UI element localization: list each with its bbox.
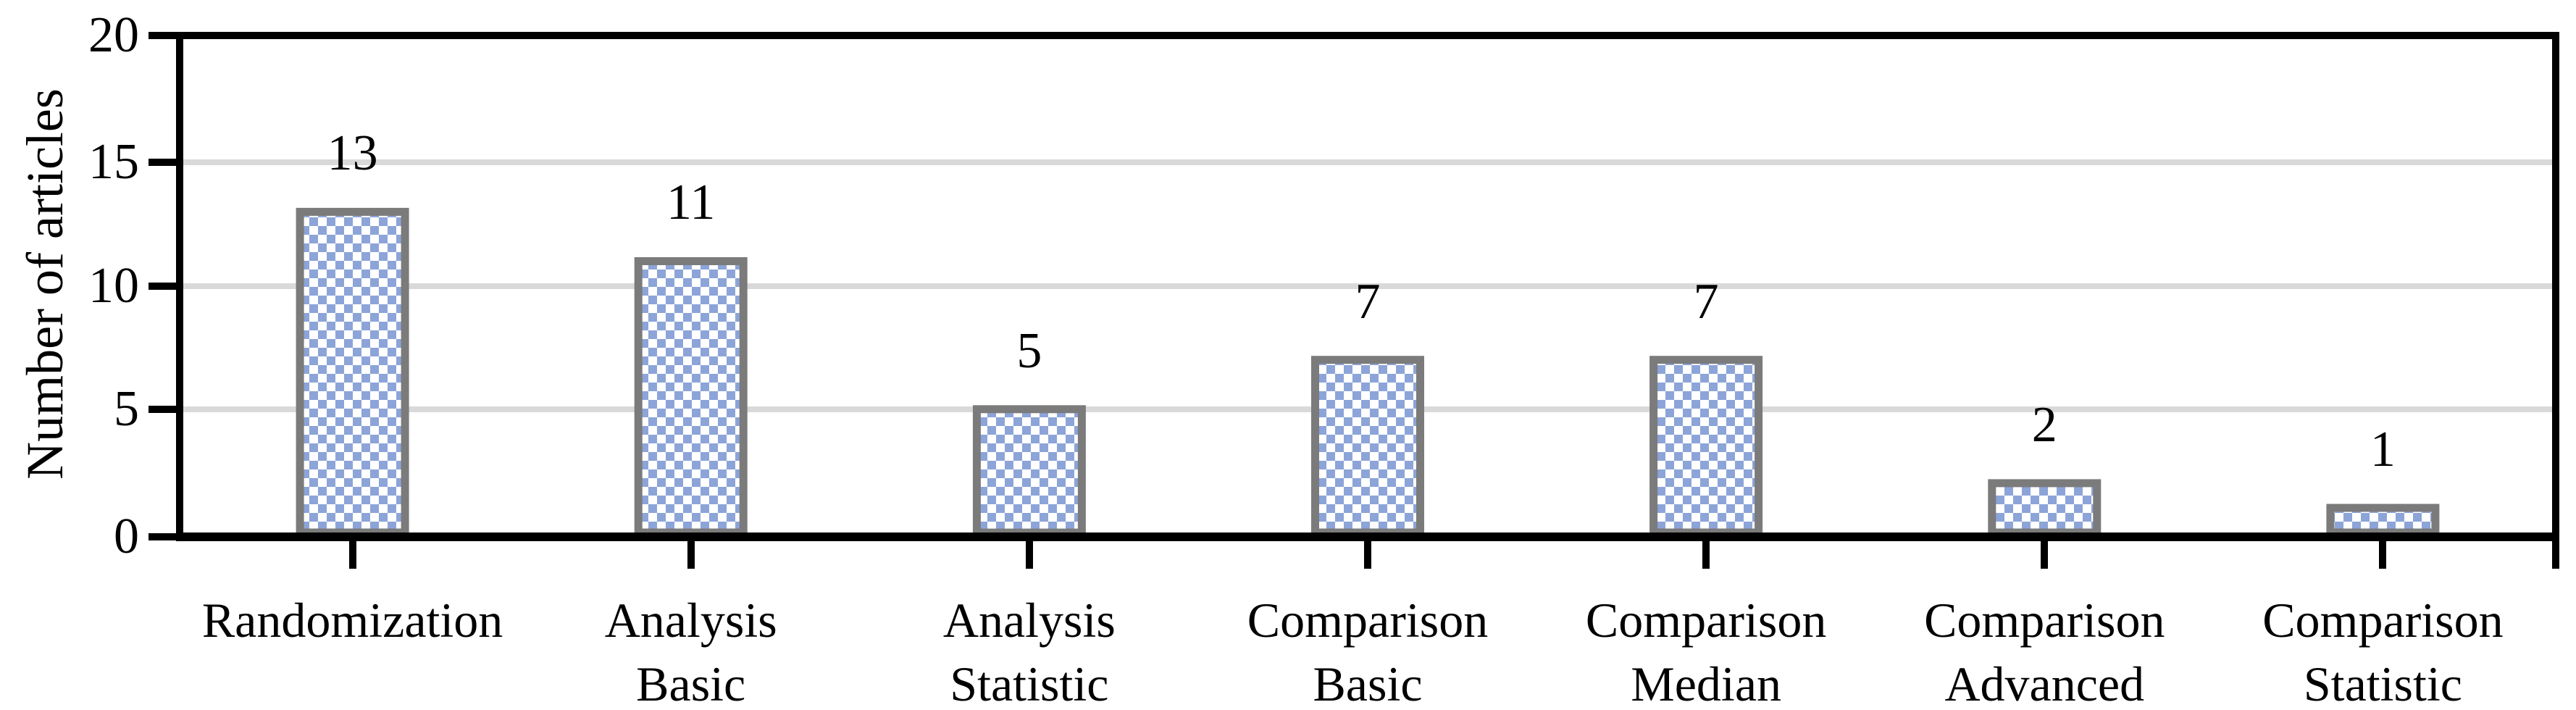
gridline: [183, 283, 2552, 289]
category-label: Randomization: [183, 588, 522, 652]
category-label: Comparison Basic: [1199, 588, 1537, 710]
bar-comparison-statistic: [2326, 504, 2440, 532]
bar-comparison-basic: [1311, 356, 1424, 532]
category-label-line: Median: [1631, 656, 1781, 710]
x-axis-tick: [1025, 541, 1033, 569]
y-axis-tick: [149, 405, 176, 413]
y-tick-label: 20: [88, 7, 139, 63]
bar-analysis-basic: [634, 257, 748, 532]
y-tick-label: 5: [114, 380, 139, 437]
x-axis-tick: [2379, 541, 2387, 569]
y-tick-label: 15: [88, 134, 139, 191]
category-label-line: Comparison: [1924, 593, 2165, 648]
x-axis-tick: [1364, 541, 1371, 569]
y-axis-tick: [149, 282, 176, 290]
bar-comparison-median: [1649, 356, 1763, 532]
bar-value-label: 7: [1355, 273, 1381, 330]
category-label-line: Randomization: [201, 593, 503, 648]
bar-value-label: 1: [2370, 421, 2396, 477]
category-label-line: Basic: [636, 656, 746, 710]
y-tick-label: 10: [88, 257, 139, 314]
x-axis-tick: [687, 541, 695, 569]
x-axis-corner-tick: [2552, 541, 2559, 569]
bar-comparison-advanced: [1988, 479, 2102, 532]
bar-value-label: 13: [327, 125, 378, 182]
bar-randomization: [296, 207, 409, 532]
y-tick-label: 0: [114, 509, 139, 564]
bar-value-label: 7: [1693, 273, 1719, 330]
category-label: Comparison Advanced: [1875, 588, 2214, 710]
x-axis-tick: [2041, 541, 2049, 569]
category-label: Comparison Median: [1537, 588, 1875, 710]
category-label-line: Advanced: [1944, 656, 2145, 710]
category-label: Comparison Statistic: [2214, 588, 2552, 710]
bars-layer: [296, 207, 2440, 532]
category-label: Analysis Statistic: [860, 588, 1198, 710]
category-label-line: Comparison: [1585, 593, 1827, 648]
bar-analysis-statistic: [972, 405, 1086, 532]
category-label-line: Statistic: [950, 656, 1109, 710]
y-axis-tick: [149, 32, 176, 39]
x-axis-tick: [348, 541, 356, 569]
category-label-line: Statistic: [2303, 656, 2462, 710]
x-axis-tick: [1702, 541, 1710, 569]
bar-value-label: 2: [2031, 396, 2057, 453]
plot-area-border: [176, 32, 2559, 541]
category-label-line: Basic: [1313, 656, 1423, 710]
y-axis-tick: [149, 159, 176, 167]
gridline: [183, 159, 2552, 166]
bar-value-label: 11: [666, 175, 716, 231]
category-label: Analysis Basic: [522, 588, 860, 710]
category-label-line: Analysis: [942, 593, 1116, 648]
category-label-line: Comparison: [1247, 593, 1489, 648]
y-axis-title: Number of articles: [16, 88, 74, 480]
y-axis-tick: [149, 533, 176, 540]
bar-value-label: 5: [1016, 322, 1042, 379]
category-label-line: Analysis: [604, 593, 777, 648]
category-label-line: Comparison: [2262, 593, 2504, 648]
